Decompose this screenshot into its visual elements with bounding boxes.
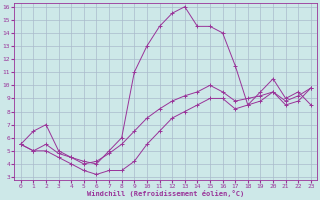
X-axis label: Windchill (Refroidissement éolien,°C): Windchill (Refroidissement éolien,°C) bbox=[87, 190, 244, 197]
